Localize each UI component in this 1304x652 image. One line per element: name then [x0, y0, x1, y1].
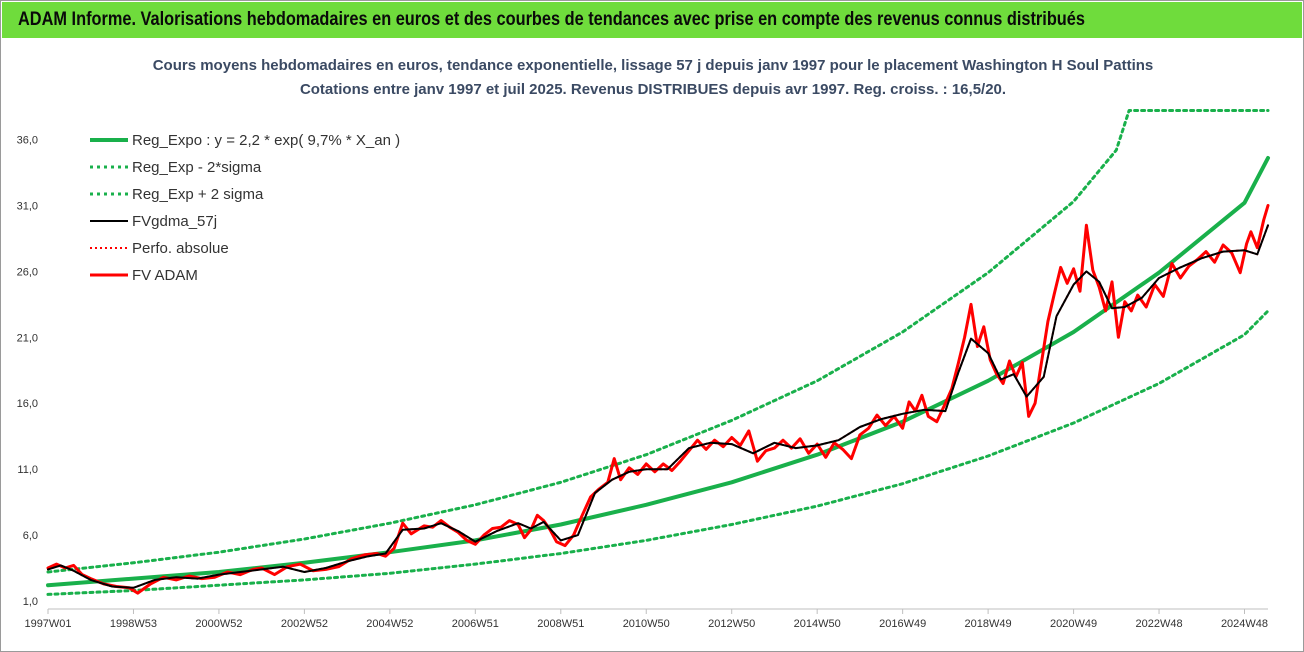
x-tick-label: 2016W49 — [879, 618, 926, 630]
x-tick-label: 2010W50 — [623, 618, 670, 630]
x-tick-label: 2024W48 — [1221, 618, 1268, 630]
series-layer — [46, 109, 1270, 596]
x-tick-label: 2004W52 — [366, 618, 413, 630]
series-fv-adam — [46, 204, 1270, 595]
y-tick-label: 6,0 — [23, 530, 38, 542]
y-tick-label: 31,0 — [17, 200, 38, 212]
legend-label: Perfo. absolue — [132, 240, 229, 257]
chart-subtitle: Cotations entre janv 1997 et juil 2025. … — [299, 81, 1007, 98]
y-tick-label: 26,0 — [17, 266, 38, 278]
legend-reg-plus-2sigma: Reg_Exp + 2 sigma — [90, 186, 264, 203]
legend-label: FVgdma_57j — [132, 213, 217, 230]
legend-label: Reg_Exp + 2 sigma — [132, 186, 264, 203]
legend-label: Reg_Expo : y = 2,2 * exp( 9,7% * X_an ) — [132, 132, 400, 149]
series-perfo-absolue — [47, 224, 1269, 589]
legend-label: FV ADAM — [132, 267, 198, 284]
y-tick-label: 21,0 — [17, 332, 38, 344]
x-tick-label: 2006W51 — [452, 618, 499, 630]
legend-reg-minus-2sigma: Reg_Exp - 2*sigma — [90, 159, 262, 176]
x-tick-label: 1997W01 — [24, 618, 71, 630]
y-tick-label: 1,0 — [23, 596, 38, 608]
legend-reg-expo: Reg_Expo : y = 2,2 * exp( 9,7% * X_an ) — [90, 132, 400, 149]
series-reg-expo — [46, 156, 1270, 588]
series-fvgdma-57j — [47, 224, 1269, 589]
legend-fv-adam: FV ADAM — [90, 267, 198, 284]
y-tick-label: 36,0 — [17, 135, 38, 147]
legend: Reg_Expo : y = 2,2 * exp( 9,7% * X_an ) R… — [90, 132, 400, 284]
chart-title: Cours moyens hebdomadaires en euros, ten… — [152, 57, 1154, 74]
series-reg-minus-2sigma — [46, 309, 1270, 596]
x-tick-label: 2020W49 — [1050, 618, 1097, 630]
y-tick-label: 16,0 — [17, 398, 38, 410]
x-tick-label: 2014W50 — [794, 618, 841, 630]
series-reg-plus-2sigma — [46, 109, 1270, 574]
x-tick-label: 2002W52 — [281, 618, 328, 630]
legend-label: Reg_Exp - 2*sigma — [132, 159, 262, 176]
x-axis: 1997W01 1998W53 2000W52 2002W52 2004W52 2006W… — [24, 608, 1268, 630]
x-tick-label: 1998W53 — [110, 618, 157, 630]
y-axis: 1,0 6,0 11,0 16,0 21,0 26,0 31,0 36,0 — [17, 135, 38, 608]
x-tick-label: 2012W50 — [708, 618, 755, 630]
banner-title: ADAM Informe. Valorisations hebdomadaire… — [18, 9, 1085, 30]
banner: ADAM Informe. Valorisations hebdomadaire… — [2, 2, 1302, 38]
x-tick-label: 2022W48 — [1135, 618, 1182, 630]
x-tick-label: 2018W49 — [965, 618, 1012, 630]
y-tick-label: 11,0 — [17, 464, 38, 476]
legend-fvgdma-57j: FVgdma_57j — [90, 213, 217, 230]
x-tick-label: 2008W51 — [537, 618, 584, 630]
x-tick-label: 2000W52 — [195, 618, 242, 630]
legend-perfo-absolue: Perfo. absolue — [90, 240, 229, 257]
